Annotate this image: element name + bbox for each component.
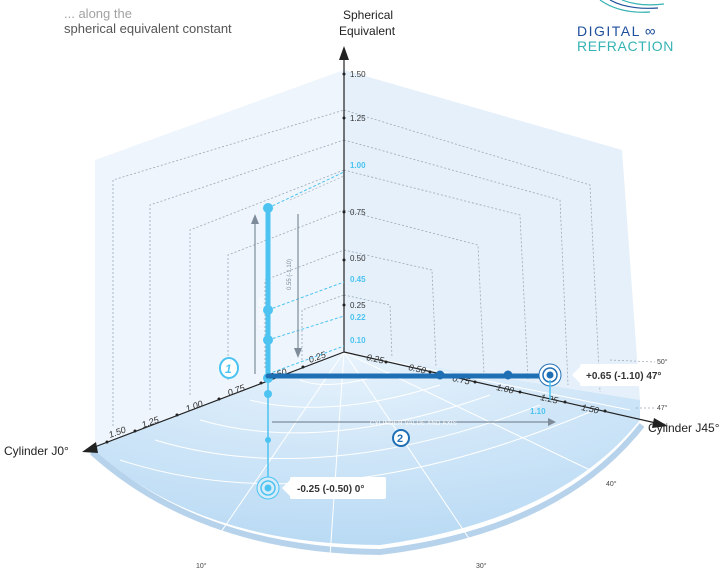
light-blue-guides [267, 171, 345, 375]
cylinder-axis-arrowhead [548, 418, 556, 426]
logo: DIGITAL ∞ REFRACTION [577, 24, 687, 54]
v-tick-0-45: 0.45 [350, 275, 366, 284]
floor-fan [90, 352, 640, 545]
angle-30: 30° [476, 562, 487, 570]
dark-blue-points [435, 370, 513, 380]
v-tick-0-22: 0.22 [350, 313, 366, 322]
bottom-target-icon [256, 476, 280, 500]
j0-axis-title: Cylinder J0° [4, 444, 69, 458]
right-callout-text: +0.65 (-1.10) 47° [586, 371, 661, 382]
bottom-callout: -0.25 (-0.50) 0° [282, 477, 386, 499]
v-tick-0-50: 0.50 [350, 254, 366, 263]
j45-axis-title: Cylinder J45° [648, 421, 720, 435]
v-tick-0-10: 0.10 [350, 336, 366, 345]
floor-spokes [209, 351, 631, 557]
angle-50: 50° [657, 358, 668, 366]
v-tick-1-25: 1.25 [350, 114, 366, 123]
j45-tick-1-00: 1.00 [496, 382, 515, 395]
right-callout: +0.65 (-1.10) 47° [572, 364, 684, 386]
caption-line-2: spherical equivalent constant [64, 21, 232, 36]
marker-2-label: 2 [397, 433, 403, 445]
marker-1: 1 [219, 357, 239, 379]
vertical-axis-title-line1: Spherical [343, 8, 393, 22]
marker-1-label: 1 [225, 362, 232, 376]
right-wall-grid [343, 109, 601, 393]
caption-line-1: ... along the [64, 6, 132, 21]
floor-edge [89, 423, 645, 556]
logo-digital: DIGITAL ∞ [577, 23, 658, 40]
left-range-label: 1.00 (+1.00) [259, 297, 265, 330]
left-range-arrowhead [251, 214, 259, 224]
marker-2: 2 [392, 429, 410, 447]
bottom-callout-text: -0.25 (-0.50) 0° [297, 484, 364, 495]
j45-tick-0-50: 0.50 [408, 362, 427, 375]
left-wall [95, 70, 344, 448]
mid-range-arrowhead [294, 348, 302, 358]
caption: ... along the spherical equivalent const… [64, 6, 232, 36]
v-tick-1-50: 1.50 [350, 70, 366, 79]
j45-tick-1-50: 1.50 [581, 402, 600, 415]
logo-arc-icon [599, 0, 665, 13]
j45-axis-arrowhead [652, 418, 668, 428]
j45-highlight-tick: 1.10 [530, 407, 546, 416]
vertical-axis-title-line2: Equivalent [339, 24, 396, 38]
vertical-axis-arrowhead [339, 46, 349, 60]
v-tick-0-75: 0.75 [350, 208, 366, 217]
v-tick-1-00: 1.00 [350, 161, 366, 170]
cylinder-axis-label: CYLINDER VALUE AND AXIS [370, 421, 457, 427]
j45-tick-0-25: 0.25 [366, 352, 386, 366]
floor-rings [119, 371, 591, 485]
v-tick-0-25: 0.25 [350, 301, 366, 310]
mid-range-label: 0.55 (-1.10) [287, 259, 293, 290]
right-wall [344, 70, 640, 400]
logo-refraction: REFRACTION [577, 38, 674, 54]
j0-axis-arrowhead [82, 442, 98, 453]
angle-10: 10° [196, 562, 207, 570]
angle-guides [609, 359, 656, 409]
angle-47: 47° [657, 404, 668, 412]
angle-40: 40° [606, 480, 617, 488]
infinity-icon: ∞ [644, 23, 658, 40]
axis-tick-dots [105, 72, 607, 444]
